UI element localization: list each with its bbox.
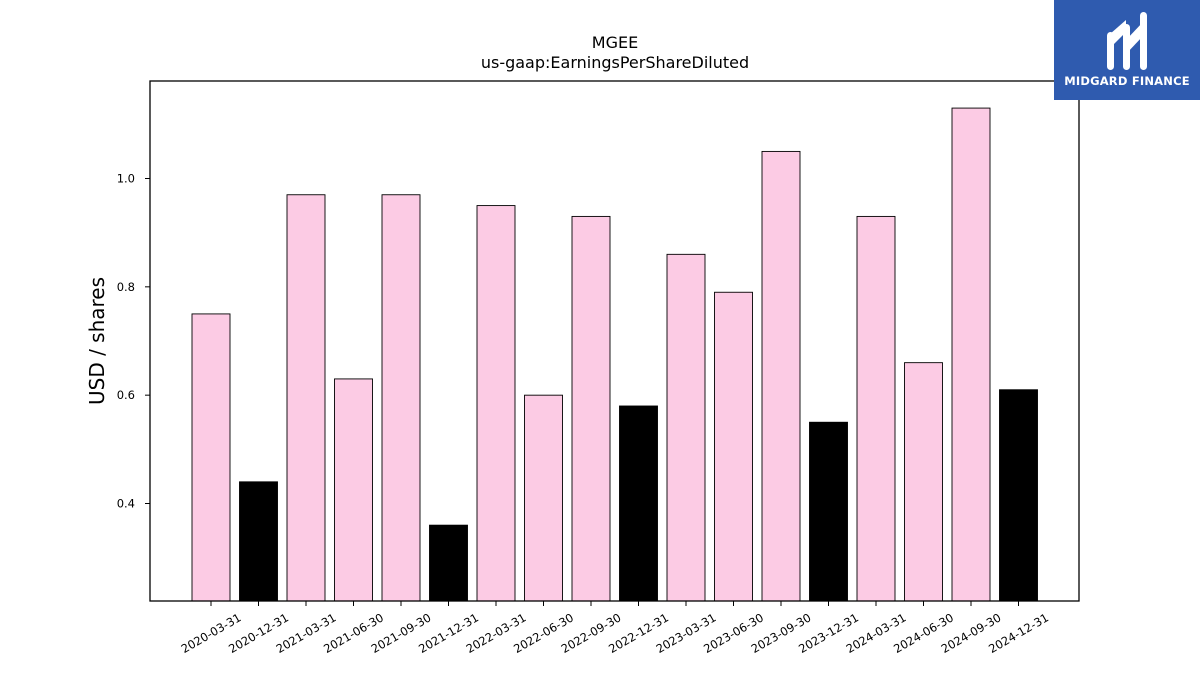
- bar-2024-03-31: [856, 215, 896, 602]
- y-tick-label: 0.6: [117, 388, 135, 402]
- bar-2023-06-30: [714, 291, 753, 602]
- bar-2022-12-31: [619, 405, 658, 602]
- y-axis-label: USD / shares: [85, 277, 109, 405]
- y-tick-label: 1.0: [117, 172, 135, 186]
- bar-2024-12-31: [999, 389, 1038, 602]
- bar-2022-06-30: [524, 394, 563, 602]
- bar-2020-12-31: [239, 481, 278, 602]
- y-tick-label: 0.8: [117, 280, 135, 294]
- y-tick-label: 0.4: [117, 497, 135, 511]
- bar-2024-09-30: [951, 107, 991, 602]
- bar-2022-09-30: [571, 215, 611, 602]
- bar-2023-03-31: [666, 253, 706, 602]
- bar-2023-09-30: [761, 150, 801, 602]
- plot-frame: [149, 80, 1080, 602]
- bar-2022-03-31: [476, 205, 516, 602]
- bar-2024-06-30: [904, 362, 943, 602]
- brand-logo: MIDGARD FINANCE: [1054, 0, 1200, 100]
- bar-2021-06-30: [334, 378, 373, 602]
- midgard-m-icon: [1107, 12, 1147, 70]
- bar-2021-03-31: [286, 194, 326, 602]
- chart-subtitle: us-gaap:EarningsPerShareDiluted: [481, 53, 749, 72]
- bars-layer: [191, 107, 1038, 602]
- bar-2021-12-31: [429, 524, 468, 602]
- bar-2023-12-31: [809, 421, 848, 602]
- bar-2021-09-30: [381, 194, 421, 602]
- bar-2020-03-31: [191, 313, 231, 602]
- chart-title: MGEE: [592, 33, 638, 52]
- brand-name: MIDGARD FINANCE: [1064, 74, 1190, 88]
